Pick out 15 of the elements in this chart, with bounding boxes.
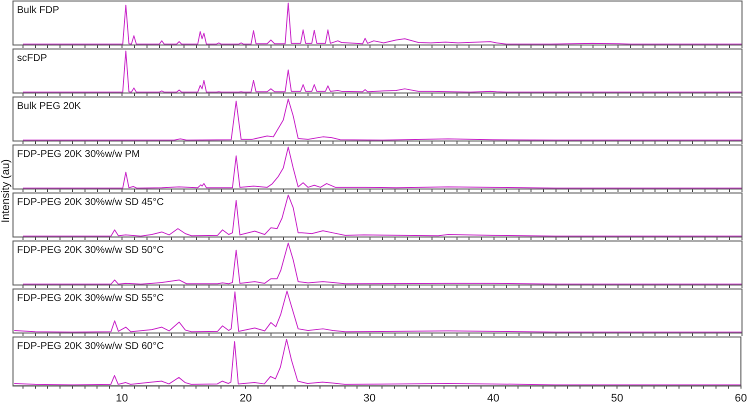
y-axis-title: Intensity (au) (0, 158, 12, 225)
x-tick-label: 10 (116, 392, 128, 404)
x-tick-label: 40 (487, 392, 500, 404)
x-tick-label: 60 (734, 392, 748, 404)
chart-title: FDP-PEG 20K 30%w/w SD 60°C (17, 340, 164, 352)
x-tick-label: 30 (363, 392, 376, 404)
x-tick-label: 50 (610, 392, 624, 404)
chart-title: Bulk PEG 20K (17, 100, 82, 112)
chart-title: FDP-PEG 20K 30%w/w SD 50°C (17, 244, 164, 256)
x-tick-label: 20 (240, 392, 252, 404)
chart-title: Bulk FDP (17, 4, 60, 16)
chart-title: scFDP (17, 52, 48, 64)
chart-title: FDP-PEG 20K 30%w/w SD 55°C (17, 292, 164, 304)
chart-title: FDP-PEG 20K 30%w/w SD 45°C (17, 196, 164, 208)
chart-title: FDP-PEG 20K 30%w/w PM (17, 148, 140, 160)
